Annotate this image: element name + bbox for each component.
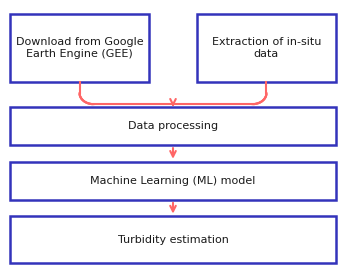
Text: Machine Learning (ML) model: Machine Learning (ML) model bbox=[90, 176, 256, 186]
Text: Data processing: Data processing bbox=[128, 121, 218, 131]
FancyBboxPatch shape bbox=[10, 162, 336, 200]
Text: Extraction of in-situ
data: Extraction of in-situ data bbox=[212, 37, 321, 59]
FancyBboxPatch shape bbox=[10, 216, 336, 263]
FancyBboxPatch shape bbox=[197, 14, 336, 82]
Text: Download from Google
Earth Engine (GEE): Download from Google Earth Engine (GEE) bbox=[16, 37, 143, 59]
FancyBboxPatch shape bbox=[10, 107, 336, 145]
Text: Turbidity estimation: Turbidity estimation bbox=[118, 235, 228, 245]
FancyBboxPatch shape bbox=[10, 14, 149, 82]
